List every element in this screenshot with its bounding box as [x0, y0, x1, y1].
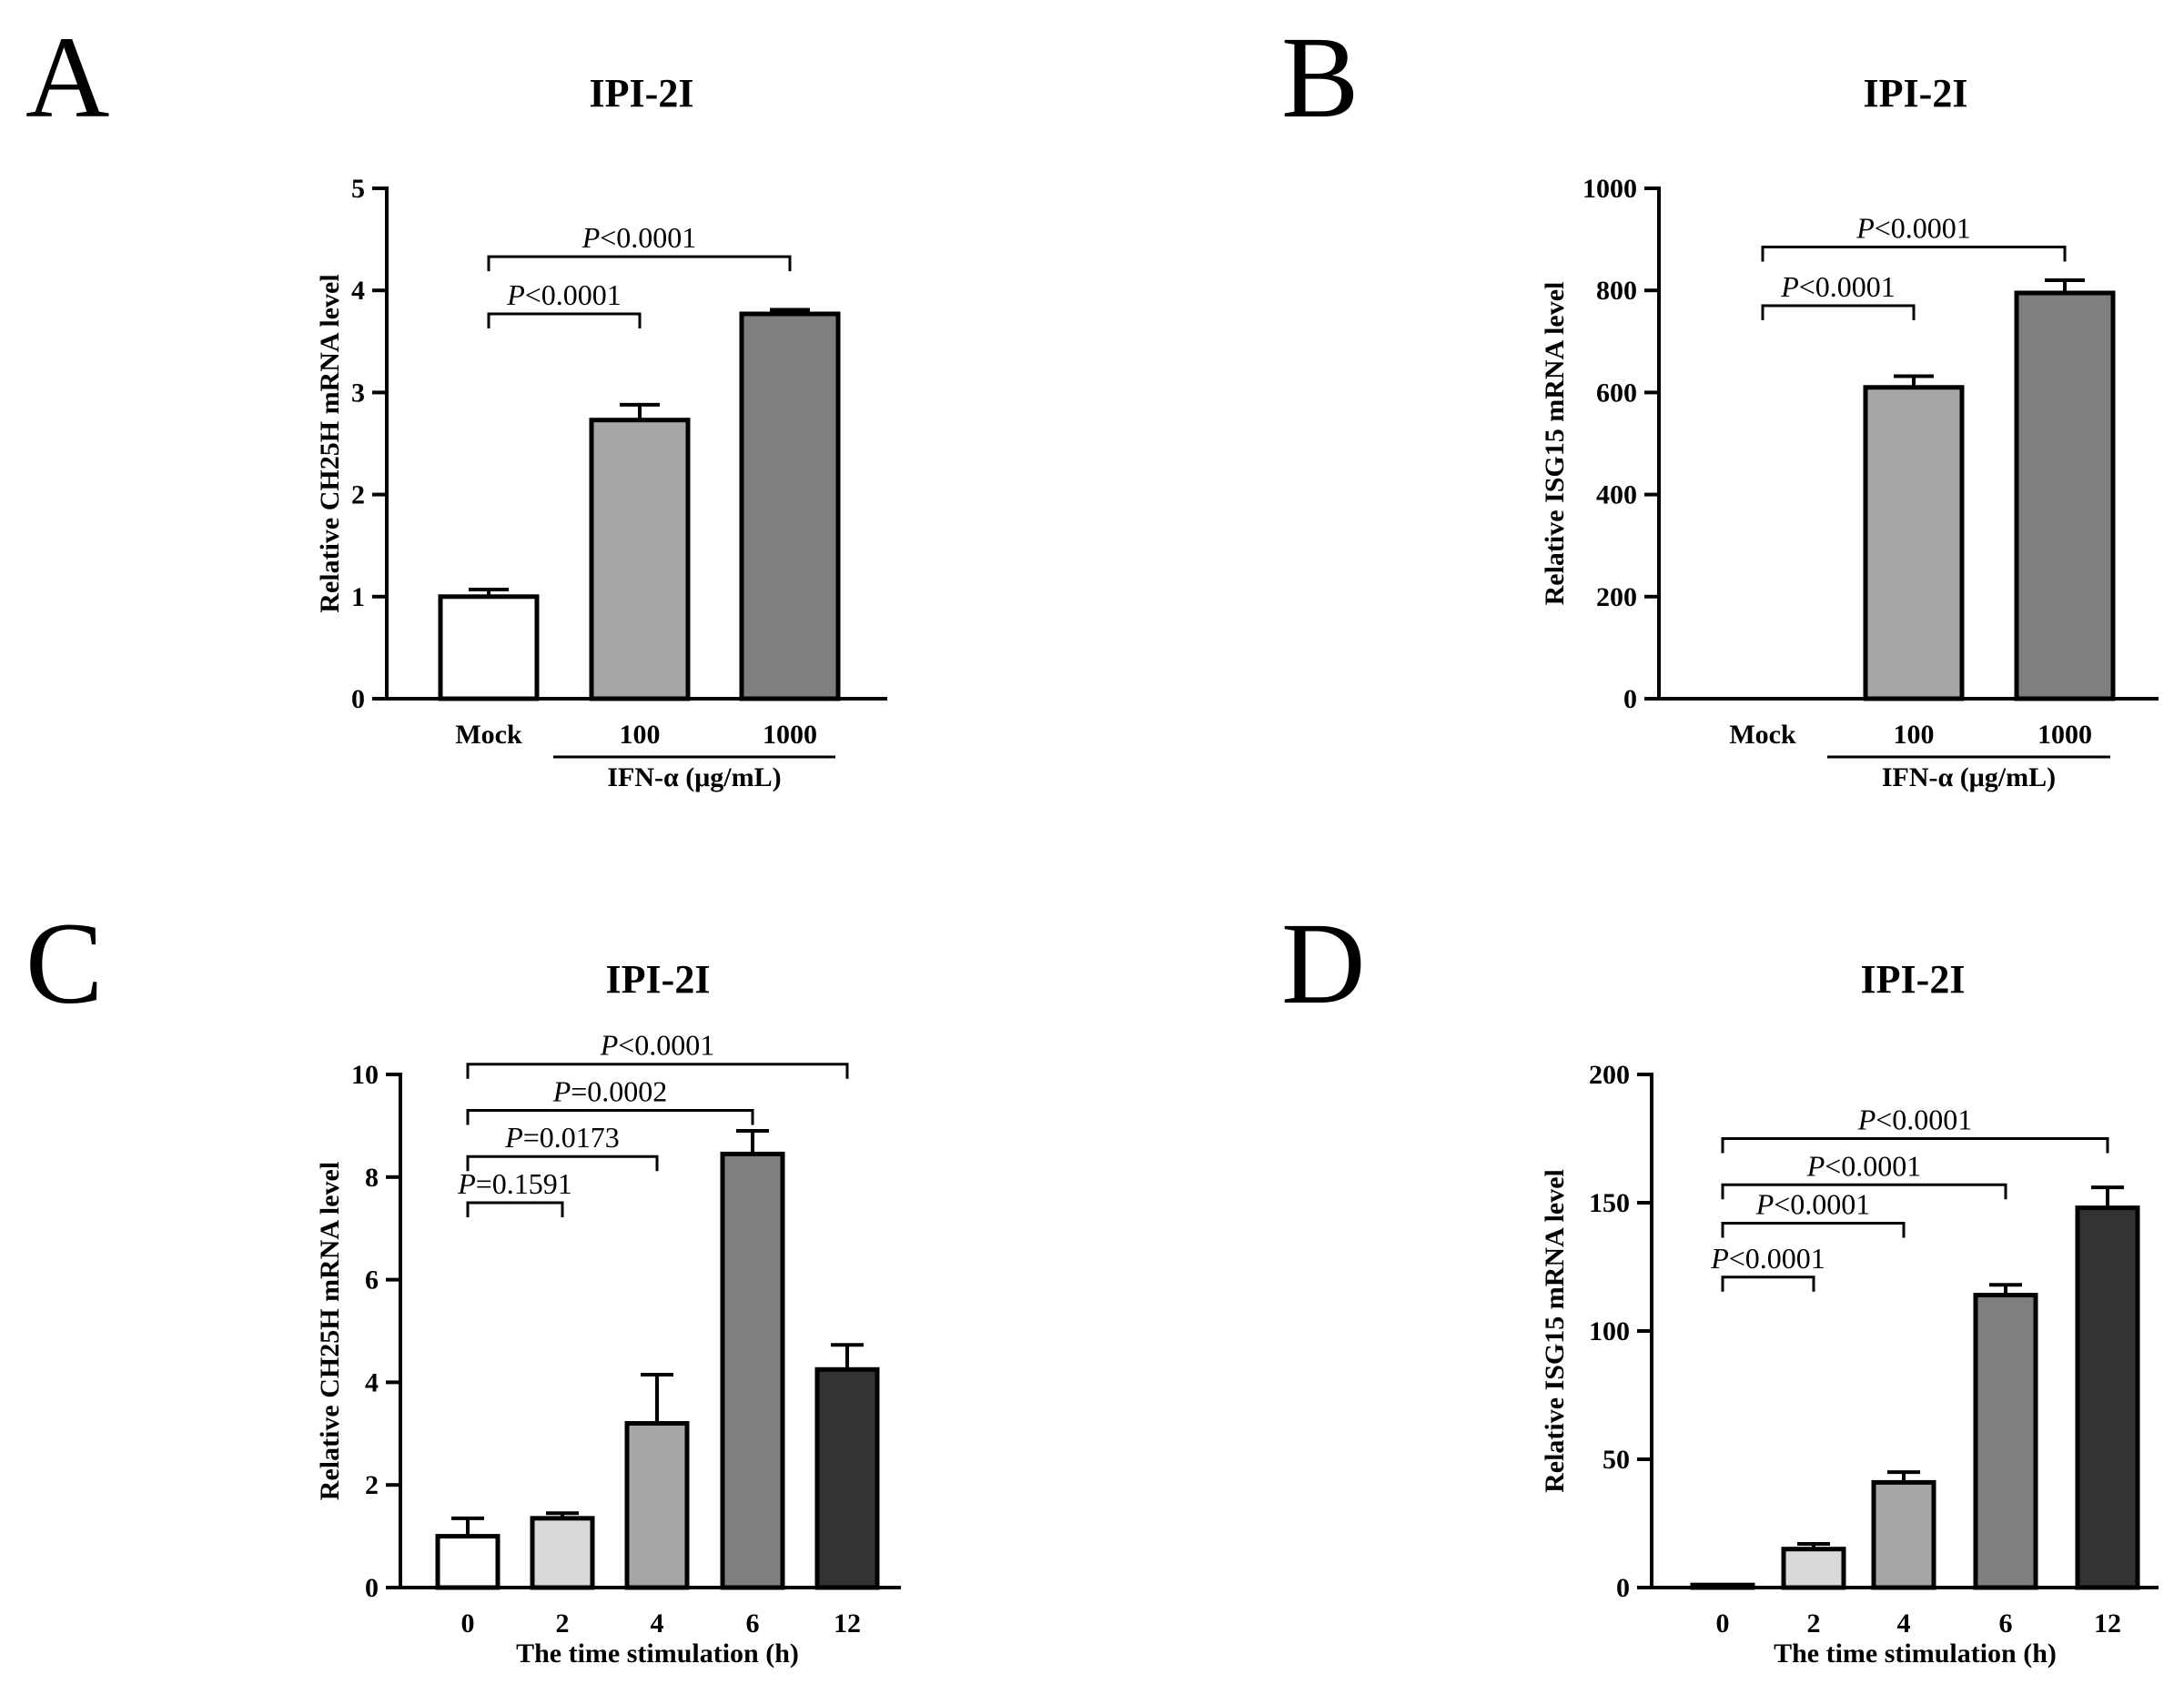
- y-tick-label: 150: [1589, 1188, 1630, 1218]
- x-axis-label: The time stimulation (h): [516, 1639, 799, 1669]
- bar: [2075, 1205, 2140, 1590]
- significance-bracket: [1721, 1222, 1906, 1238]
- significance-bracket: [487, 255, 792, 272]
- y-tick-label: 2: [351, 480, 365, 510]
- y-tick-label: 0: [351, 684, 365, 714]
- x-axis-label: The time stimulation (h): [1774, 1639, 2057, 1669]
- x-tick-label: 1000: [763, 720, 817, 750]
- bar: [438, 594, 540, 701]
- x-tick-label: 12: [834, 1608, 861, 1639]
- x-axis-group-label: IFN-α (μg/mL): [1882, 762, 2056, 792]
- panel-b: B IPI-2I 0 200 400 600 800 1000 Relative ISG15 m…: [1281, 13, 2159, 792]
- p-value-label: P<0.0001: [1855, 212, 1971, 245]
- chart-title: IPI-2I: [590, 71, 694, 116]
- significance-bracket: [466, 1108, 754, 1125]
- bar: [589, 418, 691, 701]
- y-tick-label: 200: [1589, 1060, 1630, 1090]
- p-value-label: P<0.0001: [506, 278, 622, 311]
- y-tick-label: 2: [365, 1470, 379, 1500]
- p-value-label: P=0.0002: [552, 1074, 668, 1107]
- panel-d: D IPI-2I 0 50 100 150 200 Relative ISG15 mRNA l…: [1281, 899, 2159, 1669]
- p-value-label: P<0.0001: [1780, 270, 1896, 303]
- y-tick-label: 100: [1589, 1316, 1630, 1346]
- panel-c: C IPI-2I 0 2 4 6 8 10 Relative CH25H mRNA level 0…: [25, 899, 901, 1669]
- bar: [1871, 1479, 1936, 1590]
- p-value-label: P<0.0001: [1857, 1104, 1973, 1136]
- y-tick-label: 600: [1596, 378, 1637, 408]
- x-tick-label: 4: [651, 1608, 664, 1639]
- y-axis-label: Relative ISG15 mRNA level: [1540, 1169, 1570, 1493]
- y-axis-label: Relative CH25H mRNA level: [315, 274, 345, 612]
- significance-bracket: [466, 1155, 659, 1172]
- bar: [720, 1151, 785, 1590]
- panel-letter: B: [1281, 13, 1359, 142]
- y-tick-label: 4: [365, 1367, 379, 1397]
- significance-bracket: [1761, 246, 2067, 262]
- y-tick-label: 0: [1616, 1573, 1630, 1603]
- x-tick-label: 100: [1894, 720, 1935, 750]
- y-tick-label: 50: [1603, 1445, 1630, 1475]
- bar: [1973, 1293, 2038, 1590]
- bar: [1863, 385, 1965, 701]
- x-tick-label: 0: [1716, 1608, 1730, 1639]
- y-tick-label: 0: [365, 1573, 379, 1603]
- p-value-label: P<0.0001: [1806, 1149, 1922, 1182]
- y-tick-label: 1: [351, 582, 365, 612]
- bar: [1690, 1582, 1755, 1590]
- y-tick-label: 8: [365, 1163, 379, 1193]
- y-tick-label: 400: [1596, 480, 1637, 510]
- chart-title: IPI-2I: [1864, 71, 1968, 116]
- p-value-label: P<0.0001: [1755, 1188, 1871, 1221]
- y-tick-label: 200: [1596, 582, 1637, 612]
- panel-a: A IPI-2I 0 1 2 3 4 5 Relative CH25H mRNA level Mo…: [25, 13, 887, 792]
- y-axis-label: Relative ISG15 mRNA level: [1540, 282, 1570, 606]
- bar: [624, 1421, 690, 1590]
- significance-bracket: [1721, 1137, 2109, 1154]
- bar: [814, 1366, 880, 1590]
- significance-bracket: [1721, 1183, 2007, 1200]
- y-tick-label: 10: [351, 1060, 379, 1090]
- x-tick-label: Mock: [1729, 720, 1796, 750]
- x-tick-label: Mock: [455, 720, 522, 750]
- y-tick-label: 6: [365, 1265, 379, 1296]
- x-tick-label: 0: [461, 1608, 475, 1639]
- x-tick-label: 6: [746, 1608, 760, 1639]
- p-value-label: P<0.0001: [1710, 1242, 1825, 1275]
- p-value-label: P<0.0001: [581, 221, 697, 254]
- x-tick-label: 100: [620, 720, 661, 750]
- significance-bracket: [1721, 1276, 1815, 1292]
- y-tick-label: 0: [1623, 684, 1637, 714]
- x-tick-label: 6: [1999, 1608, 2013, 1639]
- significance-bracket: [466, 1201, 564, 1217]
- panel-letter: C: [25, 899, 103, 1028]
- x-tick-label: 2: [1807, 1608, 1821, 1639]
- p-value-label: P=0.0173: [504, 1121, 620, 1154]
- chart-title: IPI-2I: [1861, 957, 1966, 1002]
- y-tick-label: 800: [1596, 276, 1637, 306]
- chart-title: IPI-2I: [606, 957, 711, 1002]
- bar: [739, 311, 841, 701]
- x-tick-label: 4: [1897, 1608, 1911, 1639]
- bar: [530, 1516, 595, 1590]
- bar: [1781, 1547, 1846, 1590]
- y-tick-label: 4: [351, 276, 365, 306]
- bar: [435, 1534, 500, 1590]
- x-tick-label: 1000: [2037, 720, 2092, 750]
- bar: [2014, 290, 2116, 701]
- significance-bracket: [1761, 304, 1916, 321]
- y-axis-label: Relative CH25H mRNA level: [315, 1162, 345, 1500]
- panel-letter: A: [25, 13, 109, 142]
- y-tick-label: 5: [351, 174, 365, 204]
- x-axis-group-label: IFN-α (μg/mL): [607, 762, 781, 792]
- y-tick-label: 1000: [1582, 174, 1637, 204]
- significance-bracket: [466, 1063, 849, 1079]
- p-value-label: P<0.0001: [600, 1029, 715, 1062]
- p-value-label: P=0.1591: [457, 1167, 572, 1200]
- x-tick-label: 12: [2094, 1608, 2121, 1639]
- panel-letter: D: [1281, 899, 1365, 1028]
- y-tick-label: 3: [351, 378, 365, 408]
- x-tick-label: 2: [556, 1608, 570, 1639]
- significance-bracket: [487, 312, 642, 329]
